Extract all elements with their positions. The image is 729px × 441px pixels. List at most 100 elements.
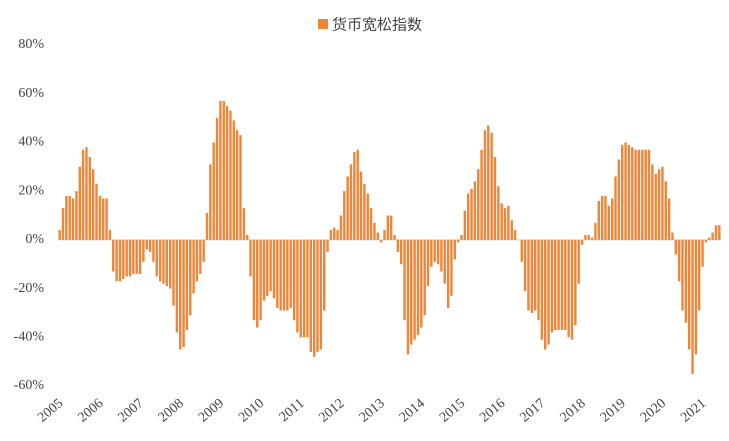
bar <box>235 130 239 240</box>
bar <box>272 239 276 299</box>
bar <box>530 239 534 313</box>
bar <box>701 239 704 267</box>
bar <box>694 239 698 355</box>
bar <box>155 239 158 277</box>
bar <box>386 215 390 240</box>
bar <box>249 239 252 277</box>
y-tick-label: 0% <box>25 232 44 247</box>
bar <box>564 239 567 330</box>
bar <box>550 239 554 333</box>
bar <box>383 230 386 240</box>
bar <box>306 239 309 338</box>
bar <box>135 239 138 274</box>
bar <box>410 239 413 345</box>
bar <box>353 152 356 240</box>
bar <box>617 159 621 240</box>
bar <box>466 193 470 240</box>
bar <box>356 149 359 240</box>
bar <box>607 205 611 240</box>
bar <box>463 210 467 240</box>
bar <box>366 193 369 240</box>
bar <box>88 157 92 240</box>
bar <box>507 205 510 240</box>
bar <box>426 239 430 287</box>
bar <box>339 215 343 240</box>
bar <box>436 239 440 265</box>
bar <box>634 149 637 240</box>
bar <box>641 149 644 240</box>
bar <box>359 171 363 240</box>
bar <box>453 239 457 260</box>
bar <box>108 230 112 240</box>
bar <box>403 239 406 321</box>
bar <box>493 157 497 240</box>
bar <box>416 239 420 335</box>
bar <box>691 239 694 374</box>
bar <box>590 237 594 240</box>
y-tick-label: -60% <box>14 378 45 393</box>
bar <box>229 110 232 240</box>
bar <box>677 239 681 282</box>
bar <box>547 239 550 345</box>
bar <box>199 239 202 274</box>
bar <box>597 200 600 240</box>
bar <box>316 239 319 352</box>
bar <box>329 230 333 240</box>
bar <box>145 239 148 250</box>
bar <box>289 239 292 309</box>
bar <box>621 144 624 240</box>
bar <box>219 101 222 240</box>
bar <box>523 239 527 292</box>
bar <box>433 239 436 262</box>
bar <box>520 239 523 262</box>
bar <box>312 239 316 357</box>
bar <box>336 230 339 240</box>
bar <box>430 239 433 267</box>
bar <box>667 198 671 240</box>
bar <box>684 239 688 323</box>
bar <box>212 142 215 240</box>
bar <box>225 105 229 240</box>
bar <box>674 239 678 255</box>
bar <box>209 164 212 240</box>
bar <box>152 239 155 262</box>
bar <box>540 239 544 340</box>
bar <box>483 130 487 240</box>
bar <box>527 239 530 311</box>
bar <box>373 222 376 240</box>
bar <box>85 147 88 240</box>
bar <box>671 232 674 240</box>
bar <box>664 181 667 240</box>
bar <box>396 239 400 253</box>
bar <box>319 239 323 350</box>
legend-swatch <box>318 19 328 29</box>
bar <box>513 230 517 240</box>
bar <box>644 149 647 240</box>
bar <box>557 239 560 330</box>
bar <box>477 169 480 240</box>
bar <box>393 234 396 240</box>
bar <box>192 239 195 294</box>
bar <box>148 239 152 253</box>
bar <box>122 239 125 279</box>
bar <box>343 191 346 240</box>
bar <box>256 239 259 328</box>
bar <box>376 232 379 240</box>
bar <box>661 166 664 240</box>
bar <box>450 239 453 296</box>
bar <box>657 169 661 240</box>
bar <box>510 220 513 240</box>
y-tick-label: -40% <box>14 330 45 345</box>
bar <box>242 208 246 240</box>
bar <box>158 239 162 282</box>
bar <box>262 239 266 301</box>
bar <box>480 149 483 240</box>
bar <box>75 191 78 240</box>
bar <box>276 239 279 309</box>
bar <box>604 196 607 240</box>
bar <box>222 101 225 240</box>
bar <box>490 132 493 240</box>
bar <box>406 239 410 355</box>
bar <box>500 203 503 240</box>
